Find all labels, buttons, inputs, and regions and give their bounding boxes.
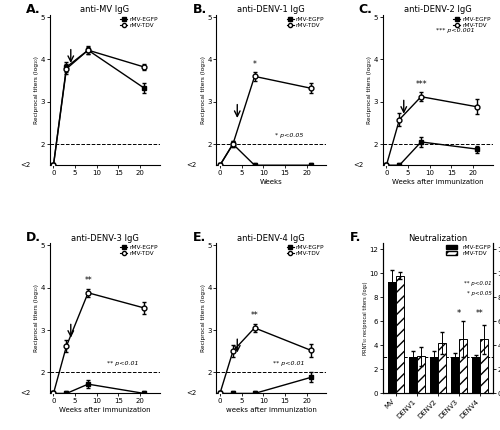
Y-axis label: PRNT₅₀ reciprocal titers (log₂): PRNT₅₀ reciprocal titers (log₂)	[362, 282, 368, 355]
Title: anti-MV IgG: anti-MV IgG	[80, 5, 130, 14]
Bar	[458, 339, 466, 393]
Bar	[438, 343, 446, 393]
Bar	[430, 357, 438, 393]
Text: * p<0.05: * p<0.05	[467, 291, 492, 296]
Bar	[472, 357, 480, 393]
Y-axis label: Reciprocal titers (log₁₀): Reciprocal titers (log₁₀)	[34, 56, 39, 124]
Text: **: **	[84, 276, 92, 285]
Title: anti-DENV-4 IgG: anti-DENV-4 IgG	[238, 233, 305, 243]
Text: ** p<0.01: ** p<0.01	[107, 361, 138, 366]
Title: Neutralization: Neutralization	[408, 233, 468, 243]
Bar	[450, 357, 458, 393]
Text: *: *	[252, 60, 256, 69]
Legend: rMV-EGFP, rMV-TDV: rMV-EGFP, rMV-TDV	[445, 245, 492, 257]
Text: <2: <2	[353, 162, 364, 168]
Legend: rMV-EGFP, rMV-TDV: rMV-EGFP, rMV-TDV	[286, 16, 325, 29]
Y-axis label: Reciprocal titers (log₁₀): Reciprocal titers (log₁₀)	[200, 284, 205, 352]
Title: anti-DENV-2 IgG: anti-DENV-2 IgG	[404, 5, 471, 14]
Legend: rMV-EGFP, rMV-TDV: rMV-EGFP, rMV-TDV	[120, 16, 158, 29]
Bar	[480, 339, 488, 393]
Y-axis label: Reciprocal titers (log₁₀): Reciprocal titers (log₁₀)	[367, 56, 372, 124]
Text: <2: <2	[186, 390, 197, 396]
Legend: rMV-EGFP, rMV-TDV: rMV-EGFP, rMV-TDV	[453, 16, 492, 29]
Bar	[396, 276, 404, 393]
Text: A.: A.	[26, 3, 40, 16]
Text: C.: C.	[359, 3, 372, 16]
Text: *** p<0.001: *** p<0.001	[436, 28, 475, 33]
Text: ***: ***	[416, 80, 427, 89]
Bar	[409, 357, 417, 393]
Text: * p<0.05: * p<0.05	[275, 133, 304, 138]
Text: D.: D.	[26, 231, 41, 244]
Bar	[417, 356, 425, 393]
X-axis label: weeks after immunization: weeks after immunization	[226, 407, 316, 413]
Legend: rMV-EGFP, rMV-TDV: rMV-EGFP, rMV-TDV	[120, 245, 158, 257]
Y-axis label: Reciprocal titers (log₁₀): Reciprocal titers (log₁₀)	[200, 56, 205, 124]
Text: E.: E.	[192, 231, 205, 244]
Text: F.: F.	[350, 231, 362, 244]
Text: **: **	[250, 311, 258, 320]
Text: *: *	[456, 309, 461, 318]
Text: ** p<0.01: ** p<0.01	[464, 281, 492, 286]
Text: <2: <2	[20, 390, 30, 396]
Text: B.: B.	[192, 3, 206, 16]
Text: ** p<0.01: ** p<0.01	[274, 361, 305, 366]
Text: <2: <2	[20, 162, 30, 168]
Title: anti-DENV-3 IgG: anti-DENV-3 IgG	[71, 233, 138, 243]
Title: anti-DENV-1 IgG: anti-DENV-1 IgG	[238, 5, 305, 14]
Y-axis label: Reciprocal titers (log₁₀): Reciprocal titers (log₁₀)	[34, 284, 39, 352]
Bar	[388, 282, 396, 393]
Text: **: **	[476, 309, 484, 318]
X-axis label: Weeks: Weeks	[260, 179, 282, 185]
X-axis label: Weeks after immunization: Weeks after immunization	[392, 179, 484, 185]
Text: <2: <2	[186, 162, 197, 168]
Legend: rMV-EGFP, rMV-TDV: rMV-EGFP, rMV-TDV	[286, 245, 325, 257]
X-axis label: Weeks after immunization: Weeks after immunization	[59, 407, 150, 413]
